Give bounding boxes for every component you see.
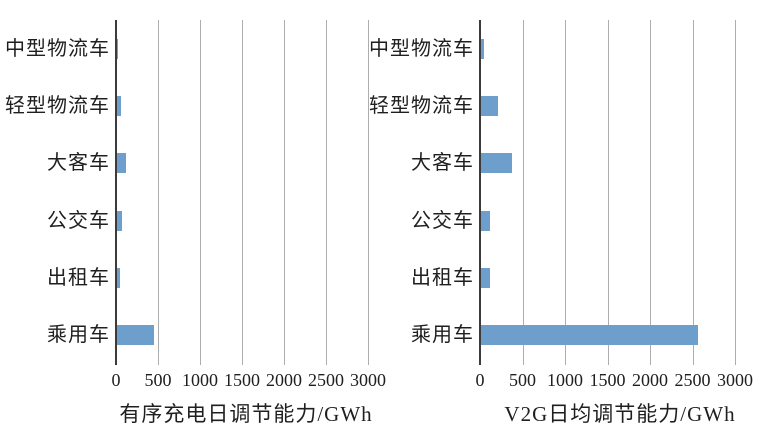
bar-right-1 — [481, 38, 485, 59]
x-tick-label-left-1000: 1000 — [182, 370, 218, 390]
gridline-x-1500 — [242, 20, 243, 365]
gridline-x-2000 — [650, 20, 651, 365]
bar-right-4 — [481, 210, 490, 231]
gridline-x-3000 — [735, 20, 736, 365]
chart-right-plot-area: 0 500 1000 1500 2000 2500 3000 — [476, 20, 753, 390]
category-label-right-4: 公交车 — [411, 209, 474, 232]
chart-right-x-axis-title: V2G日均调节能力/GWh — [504, 402, 736, 426]
category-label-left-4: 公交车 — [47, 209, 110, 232]
bar-left-1 — [117, 38, 118, 59]
chart-left-x-axis-title: 有序充电日调节能力/GWh — [119, 402, 373, 426]
category-label-right-1: 中型物流车 — [369, 37, 474, 60]
gridline-x-2000 — [284, 20, 285, 365]
bar-right-5 — [481, 268, 490, 288]
x-tick-label-right-2000: 2000 — [632, 370, 668, 390]
x-tick-label-right-500: 500 — [509, 370, 536, 390]
y-axis-line — [115, 20, 117, 365]
x-tick-label-right-1000: 1000 — [547, 370, 583, 390]
category-label-right-5: 出租车 — [411, 267, 474, 289]
gridline-x-3000 — [368, 20, 369, 365]
category-label-right-2: 轻型物流车 — [369, 95, 474, 117]
x-tick-label-right-1500: 1500 — [589, 370, 626, 390]
bar-left-2 — [117, 96, 122, 116]
y-axis-line — [479, 20, 481, 365]
bar-left-4 — [117, 210, 123, 231]
gridline-x-500 — [522, 20, 524, 365]
x-tick-label-left-0: 0 — [111, 370, 121, 390]
category-label-right-3: 大客车 — [411, 152, 474, 175]
x-tick-label-right-0: 0 — [475, 370, 485, 390]
x-tick-label-left-2000: 2000 — [266, 370, 302, 390]
gridline-x-500 — [158, 20, 159, 365]
chart-left-plot-area: 0 500 1000 1500 2000 2500 3000 — [112, 20, 386, 390]
bar-left-5 — [117, 268, 121, 288]
x-tick-label-left-2500: 2500 — [308, 370, 344, 390]
gridline-x-2500 — [326, 20, 327, 365]
category-label-left-3: 大客车 — [47, 152, 110, 175]
x-tick-label-right-2500: 2500 — [674, 370, 711, 390]
category-label-left-5: 出租车 — [47, 267, 110, 289]
gridline-x-1000 — [565, 20, 566, 365]
bar-right-2 — [481, 96, 498, 116]
category-label-left-6: 乘用车 — [47, 324, 110, 347]
bar-right-3 — [481, 153, 512, 174]
x-tick-label-left-1500: 1500 — [224, 370, 260, 390]
category-label-left-2: 轻型物流车 — [5, 95, 110, 117]
bar-left-3 — [117, 153, 127, 174]
x-tick-label-left-500: 500 — [144, 370, 172, 390]
x-tick-label-right-3000: 3000 — [717, 370, 753, 390]
x-tick-label-left-3000: 3000 — [350, 370, 386, 390]
gridline-x-1500 — [607, 20, 609, 365]
bar-left-6 — [117, 325, 154, 346]
gridline-x-1000 — [200, 20, 201, 365]
category-label-left-1: 中型物流车 — [5, 37, 110, 60]
bar-right-6 — [481, 325, 698, 346]
category-label-right-6: 乘用车 — [411, 324, 474, 347]
gridline-x-2500 — [692, 20, 694, 365]
